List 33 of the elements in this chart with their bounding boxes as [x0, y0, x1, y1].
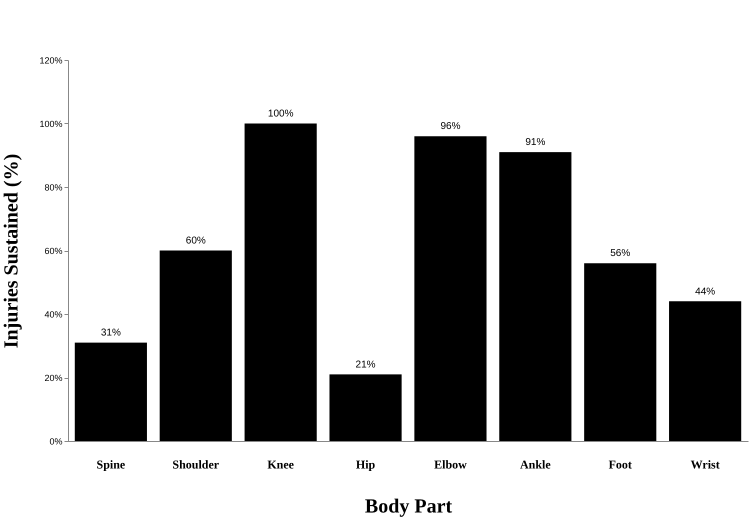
x-tick-label: Shoulder	[172, 458, 220, 472]
bar	[499, 152, 572, 441]
bar	[584, 263, 656, 441]
y-tick-label: 20%	[44, 373, 62, 383]
y-tick-label: 100%	[39, 119, 62, 129]
x-tick-label: Wrist	[690, 458, 720, 472]
bar	[244, 124, 317, 441]
y-axis-title: Injuries Sustained (%)	[0, 154, 22, 348]
x-axis-title: Body Part	[364, 496, 452, 518]
bar	[74, 342, 147, 441]
y-tick-label: 80%	[44, 182, 62, 192]
bar	[414, 136, 487, 441]
data-label: 56%	[610, 248, 630, 260]
bar	[669, 301, 742, 441]
data-label: 31%	[100, 328, 121, 339]
x-tick-label: Hip	[356, 458, 376, 472]
y-tick-label: 0%	[49, 436, 62, 446]
data-label: 91%	[525, 137, 546, 148]
data-label: 60%	[186, 236, 206, 246]
data-label: 96%	[440, 121, 461, 132]
data-label: 44%	[695, 286, 716, 298]
bar	[160, 250, 232, 441]
x-tick-label: Knee	[267, 458, 295, 472]
y-tick-label: 40%	[44, 310, 62, 320]
x-tick-label: Elbow	[434, 458, 468, 472]
data-label: 100%	[268, 108, 294, 120]
x-tick-label: Spine	[96, 458, 126, 472]
y-tick-label: 60%	[44, 246, 62, 256]
y-tick-label: 120%	[39, 56, 62, 66]
bar	[329, 374, 402, 441]
x-tick-label: Ankle	[520, 458, 552, 472]
x-tick-label: Foot	[608, 458, 632, 472]
data-label: 21%	[356, 359, 376, 370]
